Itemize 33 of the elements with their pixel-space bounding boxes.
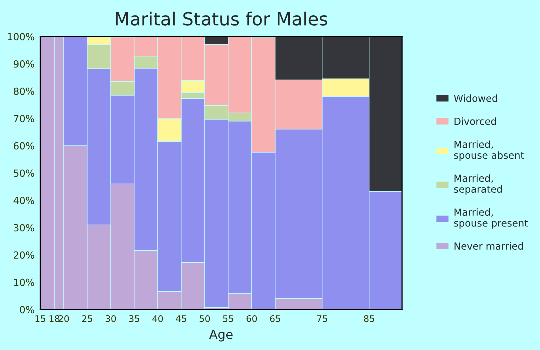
x-tick-label: 30 (106, 315, 116, 322)
legend-label: Married, spouse absent (454, 140, 524, 161)
y-tick-label: 100% (8, 33, 34, 41)
x-tick-label: 85 (364, 315, 374, 322)
x-tick-label: 20 (58, 315, 70, 322)
x-tick-label: 25 (82, 315, 92, 322)
y-tick-label: 20% (14, 252, 34, 259)
y-tick-label: 80% (14, 88, 34, 96)
y-tick-label: 10% (14, 278, 34, 286)
legend-label: Never married (454, 242, 524, 250)
legend-label: Married, spouse present (454, 208, 528, 229)
x-tick-label: 35 (129, 315, 140, 322)
y-tick-label: 90% (14, 60, 34, 68)
x-tick-label: 60 (246, 315, 258, 322)
x-tick-label: 55 (223, 316, 234, 322)
y-tick-label: 50% (14, 170, 34, 178)
x-axis-title: Age (209, 330, 233, 342)
x-tick-label: 65 (270, 315, 280, 322)
legend-label: Widowed (454, 94, 498, 102)
y-tick-label: 0% (20, 306, 34, 314)
legend-label: Divorced (454, 118, 496, 126)
x-tick-label: 40 (152, 315, 164, 322)
x-tick-label: 75 (317, 316, 328, 322)
y-tick-label: 30% (14, 224, 34, 232)
y-tick-label: 40% (14, 197, 34, 204)
y-tick-label: 60% (14, 142, 34, 150)
chart-title: Marital Status for Males (116, 12, 328, 26)
x-tick-label: 18 (50, 315, 60, 322)
x-tick-label: 15 (36, 316, 46, 322)
x-tick-label: 50 (200, 315, 210, 322)
legend-label: Married, separated (454, 174, 502, 195)
y-tick-label: 70% (14, 115, 34, 122)
x-tick-label: 45 (176, 316, 186, 322)
